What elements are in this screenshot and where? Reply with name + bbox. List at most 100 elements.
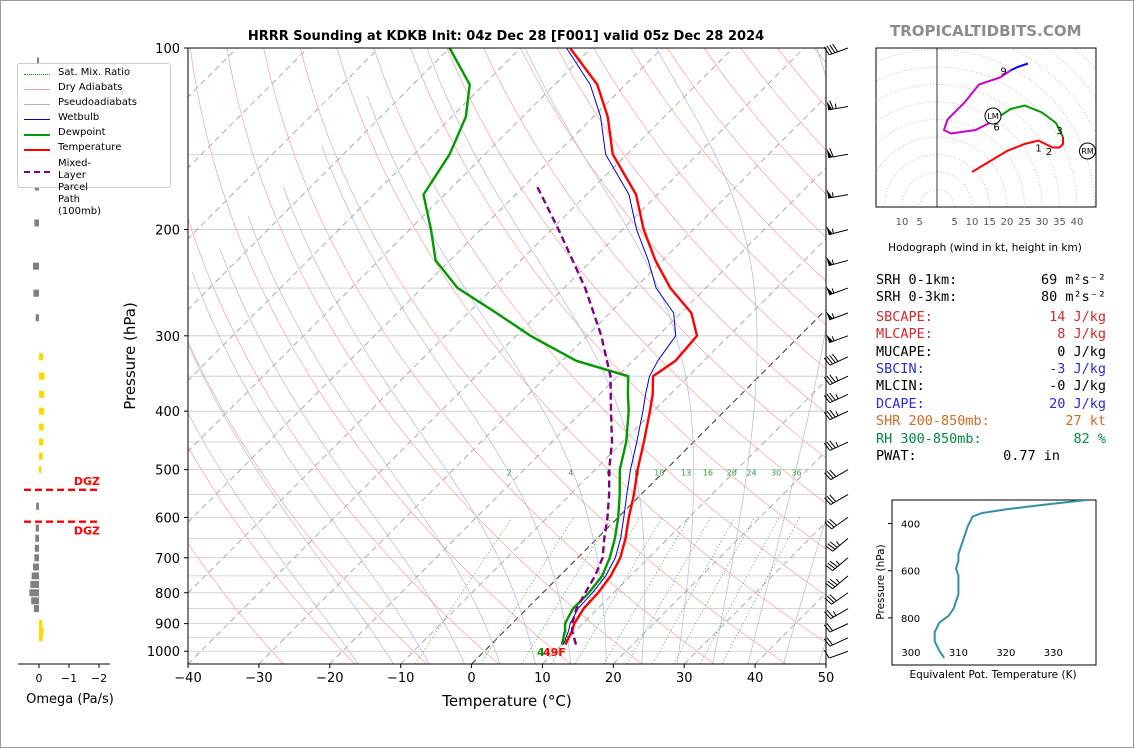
y-tick-label: 600: [155, 511, 180, 526]
barb-half: [835, 541, 840, 546]
hodograph-ring-label: 15: [983, 217, 996, 228]
pseudoadiabat: [188, 343, 394, 664]
barb-staff: [831, 516, 849, 530]
barb-flag: [826, 334, 833, 343]
legend-swatch: [24, 134, 50, 136]
pseudoadiabat: [747, 48, 826, 664]
hodograph-height-label: 2: [1046, 147, 1052, 158]
omega-bar: [39, 627, 44, 635]
wind-barb: [823, 440, 849, 451]
omega-axis-label: Omega (Pa/s): [26, 692, 114, 707]
legend-swatch: [24, 104, 50, 105]
barb-full: [829, 494, 837, 502]
theta-e-tick-label: 320: [996, 648, 1015, 659]
dry-adiabat: [189, 48, 571, 664]
barb-full: [823, 412, 831, 420]
storm-motion-label: LM: [987, 112, 998, 121]
stat-row: MLCIN: -0 J/kg: [876, 378, 1106, 395]
stat-value: -0 J/kg: [1049, 378, 1106, 395]
stat-row: PWAT: 0.77 in: [876, 448, 1106, 465]
hodograph-panel: 1 23 6 9 LM RM 10 5 5 10 15 20 25 30 35 40: [875, 47, 1097, 228]
barb-full: [825, 582, 833, 590]
mixing-ratio-line: [521, 517, 613, 664]
stat-value: 0.77 in: [1003, 447, 1060, 464]
barb-full: [829, 100, 834, 110]
wind-barb: [826, 256, 849, 267]
barb-full: [826, 520, 835, 528]
y-tick-label: 900: [155, 618, 180, 633]
isotherm-line: [188, 48, 379, 240]
barb-full: [827, 543, 836, 550]
barb-staff: [829, 441, 849, 451]
barb-flag: [826, 101, 833, 110]
legend-swatch: [24, 119, 50, 120]
stat-row: MLCAPE: 8 J/kg: [876, 326, 1106, 343]
stat-label: DCAPE:: [876, 395, 925, 412]
isotherm-line: [188, 48, 805, 664]
wind-barb: [823, 374, 849, 386]
storm-motion-marker: [1079, 142, 1096, 160]
dry-adiabat: [409, 48, 826, 550]
stat-row: RH 300-850mb: 82 %: [876, 431, 1106, 448]
stat-value: 20 J/kg: [1049, 395, 1106, 412]
barb-staff: [828, 153, 849, 159]
legend-label: Dewpoint: [58, 127, 106, 138]
hodograph-ring-label: 35: [1053, 217, 1066, 228]
barb-full: [829, 355, 836, 363]
stat-value: 82 %: [1073, 430, 1106, 447]
dry-adiabat: [188, 542, 284, 664]
dry-adiabat: [188, 446, 356, 664]
omega-tick-label: −2: [91, 672, 107, 685]
barb-full: [826, 356, 833, 365]
y-tick-label: 100: [155, 42, 180, 57]
barb-full: [829, 392, 836, 401]
barb-full: [826, 495, 834, 504]
wind-barb: [824, 592, 849, 605]
wind-barb: [823, 43, 849, 56]
barb-half: [831, 313, 835, 319]
barb-flag: [826, 311, 833, 320]
barb-full: [824, 472, 832, 480]
hodograph-ring-label: 25: [1018, 217, 1031, 228]
hodograph-ring-label: 40: [1071, 217, 1084, 228]
isotherm-line: [188, 48, 450, 311]
barb-full: [829, 594, 837, 602]
barb-staff: [829, 312, 849, 321]
wind-barb: [825, 575, 849, 590]
stat-value: 80 m²s⁻²: [1040, 289, 1106, 306]
x-tick-label: 30: [676, 671, 693, 686]
wind-barbs: [823, 43, 849, 659]
barb-full: [823, 442, 831, 451]
stat-value: 69 m²s⁻²: [1040, 272, 1106, 288]
barb-full: [829, 374, 836, 383]
mixing-ratio-label: 30: [771, 468, 781, 477]
stat-label: MLCAPE:: [876, 326, 933, 343]
barb-full: [829, 44, 836, 54]
x-tick-label: 20: [605, 671, 622, 686]
series-temperature: [564, 48, 699, 646]
wind-barb: [826, 311, 849, 321]
series-wetbulb: [562, 48, 677, 645]
y-tick-label: 500: [155, 464, 180, 479]
barb-full: [826, 623, 833, 632]
hodograph-trace: [1010, 62, 1029, 72]
dry-adiabat: [188, 217, 500, 664]
series-dewpoint: [422, 48, 630, 645]
omega-bar: [35, 314, 39, 322]
barb-flag: [826, 256, 833, 266]
pseudoadiabat: [188, 412, 359, 664]
stat-row: DCAPE: 20 J/kg: [876, 396, 1106, 413]
x-tick-label: 40: [747, 671, 764, 686]
mixing-ratio-label: 20: [727, 468, 737, 477]
dgz-label: DGZ: [74, 525, 100, 538]
mixing-ratio-label: 36: [792, 468, 802, 477]
barb-half: [831, 192, 834, 198]
y-tick-label: 300: [155, 330, 180, 345]
mixing-ratio-line: [652, 517, 736, 664]
dry-adiabat: [263, 48, 715, 664]
barb-staff: [829, 375, 849, 386]
wind-barb: [824, 516, 849, 530]
theta-e-tick-label: 600: [901, 567, 920, 578]
barb-full: [829, 148, 834, 158]
surface-temp-label: 49F: [543, 646, 566, 659]
